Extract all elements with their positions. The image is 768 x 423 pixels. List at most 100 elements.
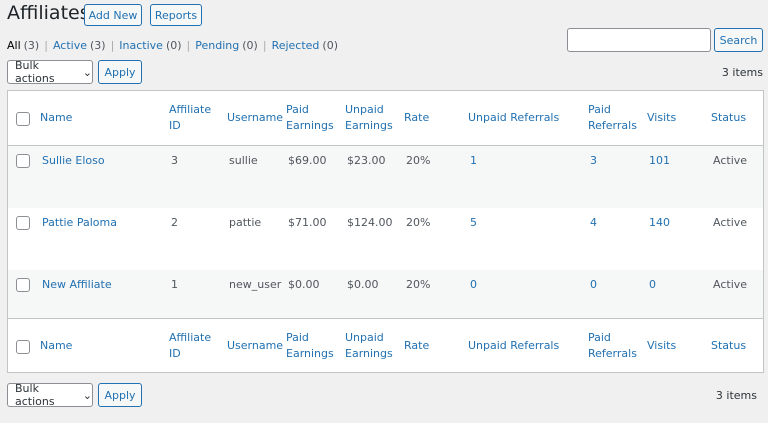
column-footer[interactable]: Unpaid Earnings — [345, 319, 400, 373]
search-button[interactable]: Search — [714, 28, 763, 52]
column-header[interactable]: Affiliate ID — [169, 91, 214, 145]
column-footer[interactable]: Affiliate ID — [169, 319, 214, 373]
separator: | — [110, 39, 115, 52]
cell-text: 1 — [171, 278, 178, 291]
item-count: 3 items — [715, 389, 757, 402]
cell-link[interactable]: 4 — [590, 216, 597, 229]
cell-link[interactable]: 101 — [649, 154, 670, 167]
column-footer[interactable]: Status — [711, 319, 761, 373]
checkbox[interactable] — [16, 278, 30, 292]
column-header-text: Unpaid Earnings — [345, 103, 393, 132]
separator: | — [262, 39, 267, 52]
cell-link[interactable]: 0 — [590, 278, 597, 291]
filter-link[interactable]: Rejected — [271, 39, 320, 52]
column-footer-text: Name — [40, 339, 73, 352]
cell-text: new_user — [229, 278, 282, 291]
column-footer[interactable]: Paid Earnings — [286, 319, 336, 373]
cell-text: 3 — [171, 154, 178, 167]
cell-link[interactable]: 0 — [649, 278, 656, 291]
column-header-text: Paid Referrals — [588, 103, 637, 132]
column-footer-text: Username — [227, 339, 284, 352]
chevron: ⌄ — [82, 388, 92, 402]
cell-text: $69.00 — [288, 154, 327, 167]
column-footer-text: Rate — [404, 339, 430, 352]
filter-count: (3) — [89, 39, 106, 52]
cell-link[interactable]: 140 — [649, 216, 670, 229]
cell-text: 20% — [406, 216, 431, 229]
cell-text: pattie — [229, 216, 262, 229]
chevron: ⌄ — [82, 65, 92, 79]
checkbox[interactable] — [16, 154, 30, 168]
column-header[interactable]: Paid Earnings — [286, 91, 336, 145]
filter-count: (0) — [322, 39, 339, 52]
filter-link[interactable]: Active — [52, 39, 87, 52]
column-footer[interactable]: Rate — [404, 319, 454, 373]
cell-text: Active — [713, 216, 748, 229]
cell-link[interactable]: Pattie Paloma — [42, 216, 117, 229]
bulk-actions-label: Bulk actions — [15, 382, 55, 408]
column-header-text: Username — [227, 111, 284, 124]
cell-text: Active — [713, 278, 748, 291]
search-input[interactable] — [567, 28, 711, 52]
column-header-text: Rate — [404, 111, 430, 124]
column-header-text: Affiliate ID — [169, 103, 212, 132]
add-new-button[interactable]: Add New — [84, 4, 142, 26]
cell-text: 20% — [406, 278, 431, 291]
filter-link[interactable]: All — [7, 39, 21, 52]
column-header[interactable]: Unpaid Referrals — [468, 91, 578, 145]
column-header-text: Unpaid Referrals — [468, 111, 560, 124]
cell-link[interactable]: Sullie Eloso — [42, 154, 105, 167]
bulk-actions-select[interactable]: Bulk actions ⌄ — [7, 59, 93, 85]
column-footer[interactable]: Visits — [647, 319, 697, 373]
column-header[interactable]: Name — [40, 91, 140, 145]
cell-link[interactable]: 5 — [470, 216, 477, 229]
cell-link[interactable]: 3 — [590, 154, 597, 167]
apply-button[interactable]: Apply — [98, 60, 142, 84]
checkbox[interactable] — [16, 340, 30, 354]
cell-text: sullie — [229, 154, 258, 167]
column-footer-text: Paid Earnings — [286, 331, 334, 360]
column-header[interactable]: Paid Referrals — [588, 91, 638, 145]
column-footer-text: Unpaid Referrals — [468, 339, 560, 352]
column-header[interactable]: Visits — [647, 91, 697, 145]
column-header-text: Paid Earnings — [286, 103, 334, 132]
column-header[interactable]: Username — [227, 91, 285, 145]
item-count: 3 items — [721, 66, 763, 79]
checkbox[interactable] — [16, 216, 30, 230]
filter-link[interactable]: Pending — [195, 39, 240, 52]
reports-button[interactable]: Reports — [150, 4, 202, 26]
cell-link[interactable]: New Affiliate — [42, 278, 112, 291]
column-header[interactable]: Status — [711, 91, 761, 145]
column-header-text: Visits — [647, 111, 677, 124]
cell-text: $23.00 — [347, 154, 386, 167]
column-footer[interactable]: Name — [40, 319, 140, 373]
cell-link[interactable]: 0 — [470, 278, 477, 291]
separator: | — [44, 39, 48, 52]
column-footer-text: Unpaid Earnings — [345, 331, 393, 360]
footer-border — [8, 318, 763, 319]
cell-text: $0.00 — [288, 278, 320, 291]
column-footer-text: Visits — [647, 339, 677, 352]
column-footer[interactable]: Paid Referrals — [588, 319, 638, 373]
column-header[interactable]: Rate — [404, 91, 454, 145]
cell-text: 20% — [406, 154, 431, 167]
column-footer[interactable]: Username — [227, 319, 285, 373]
column-header[interactable]: Unpaid Earnings — [345, 91, 400, 145]
filter-count: (0) — [242, 39, 258, 52]
column-footer[interactable]: Unpaid Referrals — [468, 319, 578, 373]
bulk-actions-label: Bulk actions — [15, 59, 55, 85]
cell-text: $124.00 — [347, 216, 393, 229]
column-footer-text: Paid Referrals — [588, 331, 637, 360]
status-filters: All (3) | Active (3) | Inactive (0) | Pending (0) |… — [7, 39, 338, 52]
apply-button[interactable]: Apply — [98, 383, 142, 407]
affiliates-table: Name Affiliate ID Username Paid Earnings Unp… — [7, 90, 764, 373]
page-title: Affiliates — [7, 2, 90, 24]
filter-count: (0) — [165, 39, 182, 52]
filter-link[interactable]: Inactive — [119, 39, 163, 52]
cell-link[interactable]: 1 — [470, 154, 477, 167]
cell-text: $71.00 — [288, 216, 327, 229]
cell-text: Active — [713, 154, 748, 167]
bulk-actions-select[interactable]: Bulk actions ⌄ — [7, 382, 93, 408]
checkbox[interactable] — [16, 112, 30, 126]
